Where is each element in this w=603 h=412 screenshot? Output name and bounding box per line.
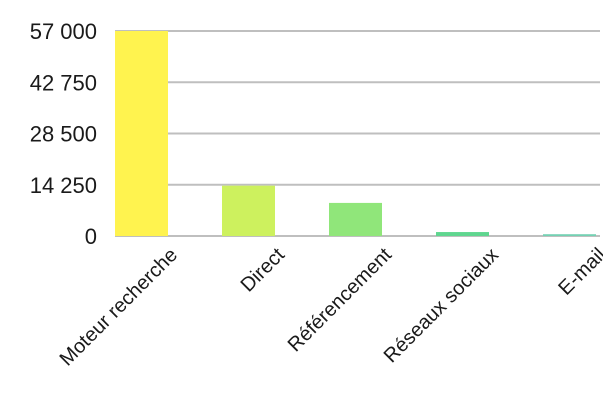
x-category-label: Direct (237, 244, 290, 297)
bar-0 (115, 31, 168, 236)
gridlines (115, 30, 600, 237)
y-tick-label: 14 250 (30, 173, 97, 198)
y-tick-label: 0 (85, 224, 97, 249)
x-category-label: Référencement (284, 244, 397, 357)
x-category-label: Moteur recherche (56, 244, 182, 370)
y-tick-label: 57 000 (30, 19, 97, 44)
bar-3 (436, 232, 489, 236)
y-axis-tick-labels: 0 14 250 28 500 42 750 57 000 (30, 19, 97, 249)
bars (115, 31, 596, 236)
bar-4 (543, 234, 596, 236)
bar-2 (329, 202, 382, 236)
x-axis-category-labels: Moteur recherche DirectRéférencementRésea… (56, 244, 603, 371)
x-category-label: Réseaux sociaux (380, 244, 503, 367)
x-category-label: E-mail (554, 244, 603, 300)
y-tick-label: 42 750 (30, 70, 97, 95)
y-tick-label: 28 500 (30, 122, 97, 147)
bar-1 (222, 185, 275, 236)
